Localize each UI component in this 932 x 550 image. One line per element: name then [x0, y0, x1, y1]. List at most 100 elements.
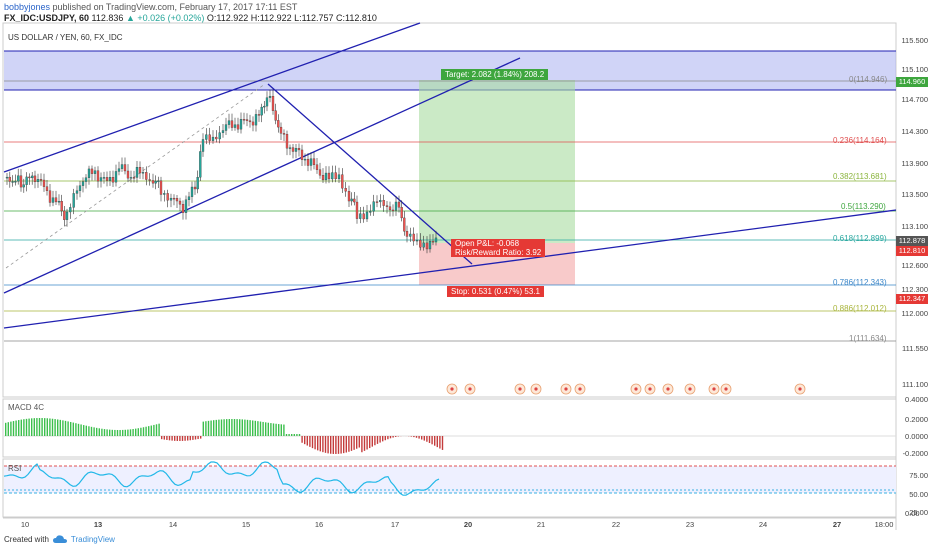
- dashed-median-line[interactable]: [5, 83, 266, 269]
- price-axis[interactable]: 115.500 115.100 114.700 114.300 113.900 …: [896, 23, 932, 518]
- candle-body[interactable]: [288, 147, 292, 149]
- candle-body[interactable]: [87, 168, 91, 178]
- candle-body[interactable]: [187, 196, 191, 200]
- candle-body[interactable]: [306, 158, 310, 166]
- candle-body[interactable]: [251, 121, 255, 126]
- candle-body[interactable]: [75, 190, 79, 194]
- candle-body[interactable]: [233, 124, 237, 128]
- candle-body[interactable]: [151, 180, 155, 184]
- candle-body[interactable]: [39, 179, 43, 181]
- candle-body[interactable]: [353, 198, 356, 203]
- candle-body[interactable]: [391, 209, 395, 212]
- candle-body[interactable]: [382, 200, 385, 206]
- candle-body[interactable]: [248, 120, 252, 123]
- candle-body[interactable]: [157, 180, 160, 182]
- candle-body[interactable]: [111, 177, 115, 183]
- candle-body[interactable]: [344, 188, 347, 192]
- candle-body[interactable]: [385, 205, 389, 207]
- candle-body[interactable]: [57, 201, 61, 203]
- candle-body[interactable]: [11, 181, 14, 183]
- candle-body[interactable]: [400, 207, 403, 219]
- candle-body[interactable]: [428, 240, 432, 250]
- candle-body[interactable]: [208, 134, 211, 141]
- candle-body[interactable]: [422, 242, 425, 248]
- candle-body[interactable]: [425, 242, 429, 250]
- candle-body[interactable]: [294, 148, 298, 152]
- candle-body[interactable]: [412, 233, 415, 242]
- candle-body[interactable]: [123, 164, 127, 172]
- candle-body[interactable]: [268, 95, 272, 98]
- candle-body[interactable]: [309, 158, 313, 166]
- candle-body[interactable]: [93, 170, 97, 174]
- candle-body[interactable]: [355, 201, 359, 219]
- candle-body[interactable]: [239, 119, 243, 130]
- candle-body[interactable]: [365, 211, 369, 220]
- candle-body[interactable]: [271, 95, 275, 111]
- candle-body[interactable]: [99, 177, 103, 182]
- candle-body[interactable]: [331, 172, 334, 180]
- candle-body[interactable]: [334, 172, 337, 180]
- candle-body[interactable]: [138, 167, 142, 174]
- candle-body[interactable]: [277, 120, 280, 128]
- candle-body[interactable]: [63, 210, 66, 220]
- candle-body[interactable]: [315, 164, 319, 170]
- candle-body[interactable]: [31, 175, 34, 179]
- candle-body[interactable]: [230, 120, 234, 128]
- candle-body[interactable]: [227, 120, 231, 125]
- candle-body[interactable]: [245, 119, 249, 121]
- candle-body[interactable]: [282, 133, 286, 135]
- candle-body[interactable]: [17, 175, 20, 182]
- candle-body[interactable]: [102, 177, 106, 179]
- candle-body[interactable]: [372, 201, 375, 212]
- candle-body[interactable]: [379, 200, 382, 203]
- candle-body[interactable]: [108, 177, 112, 181]
- candle-body[interactable]: [431, 240, 435, 243]
- candle-body[interactable]: [337, 174, 341, 180]
- candle-body[interactable]: [369, 211, 372, 213]
- candle-body[interactable]: [126, 170, 130, 179]
- candle-body[interactable]: [22, 184, 25, 188]
- candle-body[interactable]: [166, 193, 169, 201]
- candle-body[interactable]: [409, 233, 412, 237]
- candle-body[interactable]: [193, 186, 197, 190]
- candle-body[interactable]: [36, 179, 40, 183]
- target-label[interactable]: Target: 2.082 (1.84%) 208.2: [441, 69, 549, 80]
- candle-body[interactable]: [51, 197, 55, 203]
- candle-body[interactable]: [215, 136, 218, 140]
- candle-body[interactable]: [318, 169, 322, 176]
- candle-body[interactable]: [28, 176, 31, 179]
- candlestick-series[interactable]: [5, 89, 438, 254]
- candle-body[interactable]: [242, 119, 246, 121]
- channel-upper-line[interactable]: [3, 22, 421, 173]
- stop-label[interactable]: Stop: 0.531 (0.47%) 53.1: [447, 286, 544, 297]
- candle-body[interactable]: [184, 199, 188, 213]
- candle-body[interactable]: [205, 134, 208, 140]
- candle-body[interactable]: [291, 147, 295, 152]
- candle-body[interactable]: [405, 231, 409, 237]
- rsi-line[interactable]: [3, 461, 440, 496]
- candle-body[interactable]: [163, 193, 166, 195]
- candle-body[interactable]: [199, 151, 202, 178]
- candle-body[interactable]: [54, 197, 58, 203]
- candle-body[interactable]: [90, 168, 94, 174]
- candle-body[interactable]: [69, 207, 72, 213]
- candle-body[interactable]: [285, 133, 289, 149]
- candle-body[interactable]: [341, 174, 344, 189]
- candle-body[interactable]: [175, 198, 179, 202]
- candle-body[interactable]: [274, 110, 277, 121]
- candle-body[interactable]: [45, 186, 49, 191]
- candle-body[interactable]: [434, 237, 438, 243]
- candle-body[interactable]: [362, 213, 365, 220]
- candle-body[interactable]: [181, 204, 185, 213]
- candle-body[interactable]: [148, 179, 151, 181]
- candle-body[interactable]: [84, 177, 88, 182]
- candle-body[interactable]: [303, 158, 307, 161]
- candle-body[interactable]: [8, 176, 11, 182]
- candle-body[interactable]: [324, 172, 328, 181]
- candle-body[interactable]: [178, 200, 182, 205]
- candle-body[interactable]: [114, 171, 118, 183]
- target-zone-box[interactable]: [419, 80, 575, 243]
- candle-body[interactable]: [263, 105, 266, 108]
- candle-body[interactable]: [196, 177, 199, 190]
